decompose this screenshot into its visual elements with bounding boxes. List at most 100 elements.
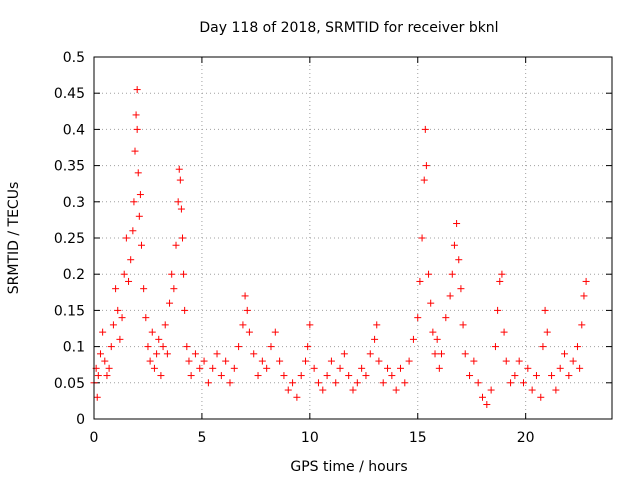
- data-point: [323, 372, 331, 380]
- data-point: [457, 285, 465, 293]
- data-point: [293, 393, 301, 401]
- data-point: [532, 372, 540, 380]
- x-tick-label: 15: [409, 430, 427, 446]
- data-point: [284, 386, 292, 394]
- data-point: [442, 314, 450, 322]
- y-tick-label: 0.3: [63, 195, 85, 211]
- y-tick-label: 0.35: [54, 159, 85, 175]
- data-point: [131, 147, 139, 155]
- data-point: [539, 343, 547, 351]
- data-point: [543, 328, 551, 336]
- data-point: [213, 350, 221, 358]
- data-point: [180, 270, 188, 278]
- data-point: [204, 379, 212, 387]
- data-point: [556, 364, 564, 372]
- data-point: [375, 357, 383, 365]
- data-point: [373, 321, 381, 329]
- data-point: [191, 350, 199, 358]
- data-point: [358, 364, 366, 372]
- data-point: [314, 379, 322, 387]
- data-point: [491, 343, 499, 351]
- data-point: [332, 379, 340, 387]
- data-point: [388, 372, 396, 380]
- data-point: [366, 350, 374, 358]
- data-point: [155, 335, 163, 343]
- data-point: [127, 256, 135, 264]
- data-point: [254, 372, 262, 380]
- data-point: [245, 328, 253, 336]
- data-point: [455, 256, 463, 264]
- data-point: [217, 372, 225, 380]
- data-point: [362, 372, 370, 380]
- data-point: [120, 270, 128, 278]
- data-point: [353, 379, 361, 387]
- data-point: [345, 372, 353, 380]
- y-tick-label: 0.4: [63, 122, 85, 138]
- data-point: [263, 364, 271, 372]
- data-point: [578, 321, 586, 329]
- data-point: [93, 393, 101, 401]
- data-point: [226, 379, 234, 387]
- data-point: [170, 285, 178, 293]
- data-point: [433, 335, 441, 343]
- data-point: [125, 277, 133, 285]
- data-point: [200, 357, 208, 365]
- data-point: [541, 306, 549, 314]
- data-point: [414, 314, 422, 322]
- data-point: [243, 306, 251, 314]
- data-point: [384, 364, 392, 372]
- data-point: [487, 386, 495, 394]
- data-point: [573, 343, 581, 351]
- chart-title: Day 118 of 2018, SRMTID for receiver bkn…: [199, 20, 498, 36]
- data-point: [116, 335, 124, 343]
- data-point: [178, 234, 186, 242]
- data-point: [319, 386, 327, 394]
- data-point: [183, 343, 191, 351]
- y-tick-label: 0.1: [63, 340, 85, 356]
- data-point: [209, 364, 217, 372]
- data-point: [94, 372, 102, 380]
- data-point: [474, 379, 482, 387]
- data-point: [118, 314, 126, 322]
- data-point: [448, 270, 456, 278]
- data-point: [136, 191, 144, 199]
- data-point: [461, 350, 469, 358]
- data-point: [431, 350, 439, 358]
- data-point: [515, 357, 523, 365]
- data-point: [494, 306, 502, 314]
- x-tick-label: 10: [301, 430, 319, 446]
- data-point: [130, 198, 138, 206]
- plot-frame: [93, 56, 613, 420]
- data-point: [271, 328, 279, 336]
- data-point: [144, 343, 152, 351]
- data-point: [96, 350, 104, 358]
- data-point: [146, 357, 154, 365]
- data-point: [561, 350, 569, 358]
- x-tick-label: 5: [197, 430, 206, 446]
- data-point: [421, 125, 429, 133]
- data-point: [187, 372, 195, 380]
- data-point: [524, 364, 532, 372]
- data-point: [168, 270, 176, 278]
- data-point: [181, 306, 189, 314]
- data-point: [520, 379, 528, 387]
- data-point: [267, 343, 275, 351]
- data-point: [135, 212, 143, 220]
- data-point: [569, 357, 577, 365]
- x-tick-label: 20: [517, 430, 535, 446]
- data-point: [196, 364, 204, 372]
- data-point: [379, 379, 387, 387]
- data-point: [306, 321, 314, 329]
- y-tick-label: 0.05: [54, 376, 85, 392]
- axis-ticks: 0 0.05 0.1 0.15 0.2 0.25 0.3 0.35 0.4 0.45 0.5 0 5 10…: [54, 50, 612, 446]
- data-point: [446, 292, 454, 300]
- data-point: [409, 335, 417, 343]
- data-point: [392, 386, 400, 394]
- data-point: [302, 357, 310, 365]
- data-point: [466, 372, 474, 380]
- data-point: [276, 357, 284, 365]
- data-point: [235, 343, 243, 351]
- data-point: [349, 386, 357, 394]
- data-point: [114, 306, 122, 314]
